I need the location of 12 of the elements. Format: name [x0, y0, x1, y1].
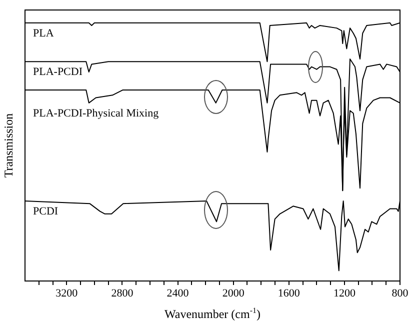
- x-tick-label: 800: [392, 287, 409, 300]
- series-label: PCDI: [33, 205, 58, 218]
- series-label: PLA-PCDI-Physical Mixing: [33, 107, 160, 120]
- x-tick-label: 2400: [166, 287, 190, 300]
- series-label: PLA-PCDI: [33, 66, 83, 78]
- x-tick-label: 3200: [56, 287, 78, 300]
- x-tick-label: 1600: [278, 287, 300, 300]
- y-axis-title: Transmission: [1, 113, 16, 178]
- x-tick-label: 1200: [333, 287, 356, 300]
- x-tick-label: 2800: [111, 287, 134, 300]
- series-label: PLA: [33, 27, 54, 40]
- x-tick-label: 2000: [222, 287, 245, 300]
